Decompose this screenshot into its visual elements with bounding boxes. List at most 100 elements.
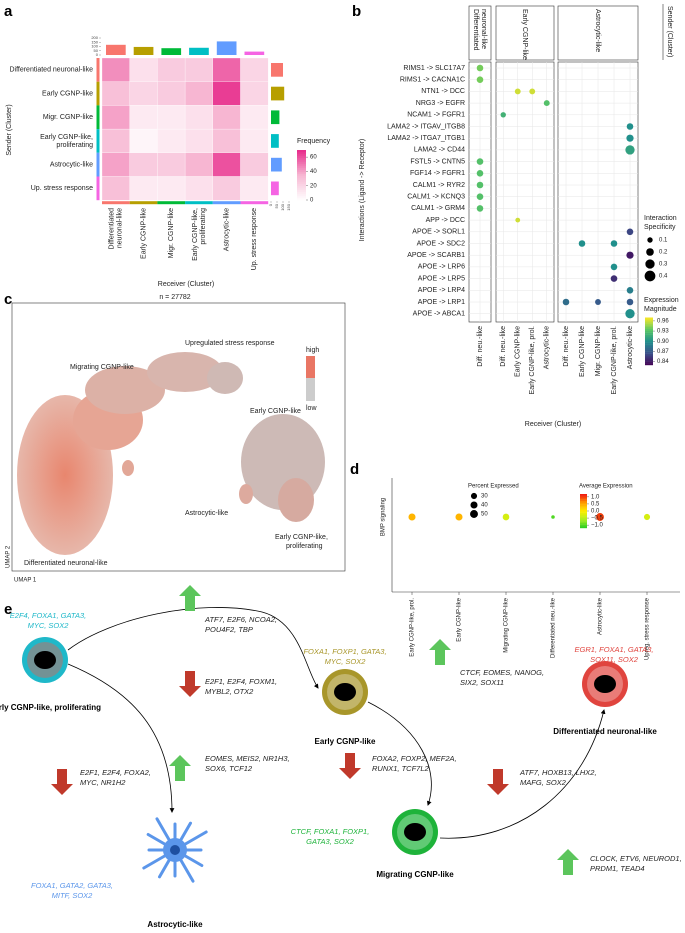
legend-title: Specificity (644, 224, 676, 231)
interaction-label: NCAM1 -> FGFR1 (407, 112, 465, 119)
row-label: Migr. CGNP-like (43, 114, 93, 121)
receiver-strip (240, 201, 269, 205)
legend-swatch (297, 198, 306, 201)
legend-gradient (306, 356, 315, 378)
heatmap-cell (240, 176, 269, 201)
interaction-dot (626, 287, 634, 294)
transition-genes: ATF7, E2F6, NCOA2, (204, 615, 277, 624)
sender-strip (96, 81, 100, 106)
legend-tick-label: 1.0 (591, 494, 600, 500)
cell-genes: GATA3, SOX2 (306, 837, 354, 846)
legend-label: 0.1 (659, 238, 668, 244)
legend-swatch (580, 517, 587, 520)
x-axis-label: Receiver (Cluster) (525, 421, 581, 428)
cluster-label: Migrating CGNP-like (70, 364, 134, 371)
right-bar (271, 157, 282, 172)
interaction-dot (514, 88, 521, 95)
legend-label: 40 (481, 503, 488, 509)
legend-swatch (297, 188, 306, 191)
heatmap-cell (240, 152, 269, 177)
legend-swatch (645, 332, 653, 335)
col-label: Astrocytic-like (544, 326, 551, 369)
legend-label: 50 (481, 512, 488, 518)
panel-letter: c (4, 291, 12, 308)
interaction-dot (500, 112, 506, 118)
interaction-label: RIMS1 -> CACNA1C (400, 77, 465, 84)
legend-swatch (580, 505, 587, 508)
legend-swatch (645, 347, 653, 350)
umap-title: n = 27782 (159, 294, 190, 301)
transition-genes: CTCF, EOMES, NANOG, (460, 668, 544, 677)
tick-label: 50 (94, 48, 99, 53)
heatmap-cell (101, 176, 130, 201)
interaction-label: APOE -> SDC2 (417, 240, 466, 247)
interaction-dot (476, 158, 484, 165)
connector (67, 663, 175, 813)
heatmap-cell (157, 152, 186, 177)
transition-genes: EOMES, MEIS2, NR1H3, (205, 754, 290, 763)
heatmap-cell (184, 128, 213, 153)
interaction-dot (626, 298, 634, 306)
col-label: Early CGNP-like, prol. (529, 326, 536, 395)
heatmap-cell (101, 105, 130, 130)
up-arrow (169, 755, 191, 781)
interaction-dot (610, 240, 618, 247)
legend-swatch (297, 170, 306, 173)
interaction-dot (515, 217, 521, 223)
umap-cluster (147, 352, 223, 392)
legend-swatch (645, 357, 653, 360)
legend-dot (647, 237, 653, 243)
heatmap-cell (184, 152, 213, 177)
umap-cluster (207, 362, 243, 394)
sender-strip (96, 176, 100, 201)
expression-dot (596, 513, 604, 521)
legend-swatch (645, 317, 653, 320)
legend-tick-label: 0.87 (657, 349, 669, 355)
cell-genes: CTCF, FOXA1, FOXP1, (291, 827, 370, 836)
category-label: Early CGNP-like, prol. (410, 598, 416, 657)
heatmap-cell (129, 176, 158, 201)
facet-label: neuronal-like (480, 9, 487, 49)
legend-swatch (645, 321, 653, 324)
heatmap-cell (240, 128, 269, 153)
legend-swatch (580, 511, 587, 513)
legend-title: Interaction (644, 215, 677, 222)
interaction-dot (610, 263, 618, 271)
tick-label: 150 (91, 39, 98, 44)
transition-genes: MYBL2, OTX2 (205, 687, 254, 696)
top-bar (244, 51, 265, 55)
col-label: Early CGNP-like, (192, 208, 199, 261)
cell-genes: MYC, SOX2 (325, 657, 367, 666)
legend-title: Expression (644, 297, 679, 304)
legend-tick-label: 0.84 (657, 359, 669, 365)
interaction-label: APP -> DCC (426, 217, 465, 224)
interaction-dot (476, 170, 484, 177)
category-label: Differentiated neu.-like (551, 597, 557, 658)
legend-swatch (297, 174, 306, 177)
col-label: Astrocytic-like (627, 326, 634, 369)
x-axis-label: UMAP 1 (14, 578, 37, 584)
col-label: Migr. CGNP-like (168, 208, 175, 258)
legend-tick-label: 60 (310, 155, 317, 161)
legend-swatch (580, 504, 587, 507)
cell-name: Early CGNP-like (315, 737, 376, 746)
panel-letter: a (4, 3, 13, 20)
facet-label: Astrocytic-like (594, 9, 601, 52)
legend-swatch (297, 156, 306, 159)
cell-genes: MYC, SOX2 (28, 621, 70, 630)
col-label: Up. stress response (251, 208, 258, 270)
transition-genes: MAFG, SOX2 (520, 778, 567, 787)
legend-swatch (297, 154, 306, 157)
down-arrow (487, 769, 509, 795)
up-arrow (429, 639, 451, 665)
legend-swatch (580, 502, 587, 505)
heatmap-cell (212, 81, 241, 106)
category-label: Astrocytic-like (598, 597, 604, 635)
tick-label: 200 (91, 35, 98, 40)
legend-dot (646, 248, 654, 256)
legend-tick-label: 0.93 (657, 329, 669, 335)
legend-gradient (306, 356, 315, 401)
interaction-dot (610, 275, 618, 282)
interaction-dot (476, 181, 484, 189)
heatmap-cell (157, 81, 186, 106)
